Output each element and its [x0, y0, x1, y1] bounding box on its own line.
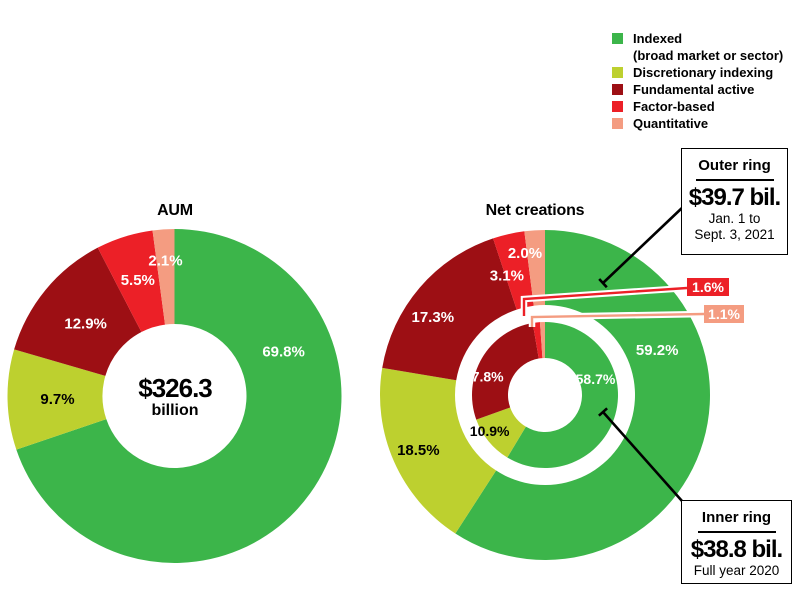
- aum-slice-quantitative: [152, 229, 175, 325]
- net-creations-outer-slice-quantitative: [524, 230, 545, 306]
- legend-label-factor-based: Factor-based: [633, 99, 715, 114]
- net-creations-outer-label-discretionary-indexing: 18.5%: [397, 442, 440, 459]
- net-creations-outer-label-factor-based: 3.1%: [490, 267, 524, 284]
- aum-slice-discretionary-indexing: [7, 349, 107, 450]
- net-creations-inner-slice-quantitative: [539, 322, 545, 359]
- inner-ring-callout-period: Full year 2020: [693, 562, 780, 578]
- legend-label-indexed: Indexed (broad market or sector): [633, 31, 784, 63]
- inner-ring-callout: Inner ring $38.8 bil. Full year 2020: [681, 500, 792, 584]
- net-creations-outer-label-quantitative: 2.0%: [508, 245, 542, 262]
- aum-total-value: $326.3: [138, 373, 213, 403]
- inner-ring-callout-value: $38.8 bil.: [690, 535, 783, 563]
- net-creations-inner-label-fundamental-active: 27.8%: [464, 368, 504, 384]
- inner-ring-callout-title: Inner ring: [701, 509, 772, 526]
- legend-swatch-fundamental-active: [612, 84, 623, 95]
- inner-ring-leader-line: [598, 407, 683, 502]
- net-creations-outer-slice-factor-based: [493, 231, 534, 310]
- legend-swatch-discretionary-indexing: [612, 67, 623, 78]
- aum-total-unit: billion: [151, 402, 199, 419]
- legend-label-discretionary-indexing: Discretionary indexing: [633, 65, 774, 80]
- legend-item-discretionary-indexing: Discretionary indexing: [612, 64, 783, 81]
- outer-ring-callout-rule: [695, 179, 774, 181]
- aum-label-fundamental-active: 12.9%: [64, 315, 107, 332]
- net-creations-inner-slice-indexed: [507, 322, 619, 468]
- legend-swatch-quantitative: [612, 118, 623, 129]
- outer-ring-callout-title: Outer ring: [698, 157, 771, 174]
- outer-ring-callout-value: $39.7 bil.: [688, 183, 781, 211]
- outer-ring-callout-period-line2: Sept. 3, 2021: [694, 227, 775, 242]
- aum-label-factor-based: 5.5%: [121, 272, 155, 289]
- quantitative-leader-line: [530, 312, 705, 327]
- net-creations-inner-slice-discretionary-indexing: [476, 407, 526, 458]
- legend-item-factor-based: Factor-based: [612, 98, 783, 115]
- aum-chart-title: AUM: [157, 202, 193, 219]
- aum-label-indexed: 69.8%: [262, 343, 305, 360]
- net-creations-inner-slice-factor-based: [532, 322, 543, 359]
- net-creations-inner-label-indexed: 58.7%: [576, 371, 616, 387]
- aum-center-label: $326.3 billion: [138, 373, 213, 419]
- quantitative-pct-callout: 1.1%: [704, 305, 744, 323]
- legend-swatch-indexed: [612, 33, 623, 44]
- outer-ring-callout: Outer ring $39.7 bil. Jan. 1 to Sept. 3,…: [681, 148, 788, 255]
- aum-label-quantitative: 2.1%: [148, 253, 182, 270]
- aum-slice-factor-based: [97, 230, 166, 333]
- legend-sublabel-indexed: (broad market or sector): [633, 48, 784, 63]
- inner-ring-callout-rule: [697, 531, 776, 533]
- net-creations-chart-title: Net creations: [485, 202, 585, 219]
- legend-item-quantitative: Quantitative: [612, 115, 783, 132]
- outer-ring-callout-period-line1: Jan. 1 to: [708, 210, 761, 226]
- legend-item-indexed: Indexed (broad market or sector): [612, 30, 783, 64]
- outer-ring-leader-line: [598, 206, 684, 289]
- net-creations-outer-label-fundamental-active: 17.3%: [412, 309, 455, 326]
- net-creations-inner-slice-fundamental-active: [472, 323, 539, 420]
- aum-slice-fundamental-active: [14, 247, 142, 376]
- factor-based-pct-callout: 1.6%: [687, 278, 729, 296]
- net-creations-outer-slice-fundamental-active: [382, 238, 517, 381]
- legend-label-fundamental-active: Fundamental active: [633, 82, 755, 97]
- slice-labels-group: 69.8% 9.7% 12.9% 5.5% 2.1% 59.2% 18.5% 17.3% 3.1…: [40, 245, 678, 459]
- net-creations-outer-label-indexed: 59.2%: [636, 342, 679, 359]
- factor-based-leader-line: [522, 286, 688, 316]
- callout-leader-lines: [520, 206, 705, 502]
- aum-label-discretionary-indexing: 9.7%: [40, 391, 74, 408]
- net-creations-inner-label-discretionary-indexing: 10.9%: [470, 423, 510, 439]
- legend-item-fundamental-active: Fundamental active: [612, 81, 783, 98]
- legend: Indexed (broad market or sector) Discretio…: [612, 30, 783, 132]
- net-creations-outer-slice-discretionary-indexing: [379, 367, 497, 534]
- legend-label-quantitative: Quantitative: [633, 116, 709, 131]
- donut-slices-group: [7, 229, 710, 564]
- legend-swatch-factor-based: [612, 101, 623, 112]
- aum-slice-indexed: [16, 229, 342, 564]
